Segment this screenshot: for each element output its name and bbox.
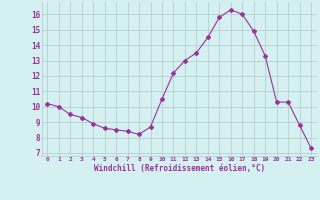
X-axis label: Windchill (Refroidissement éolien,°C): Windchill (Refroidissement éolien,°C) xyxy=(94,164,265,173)
